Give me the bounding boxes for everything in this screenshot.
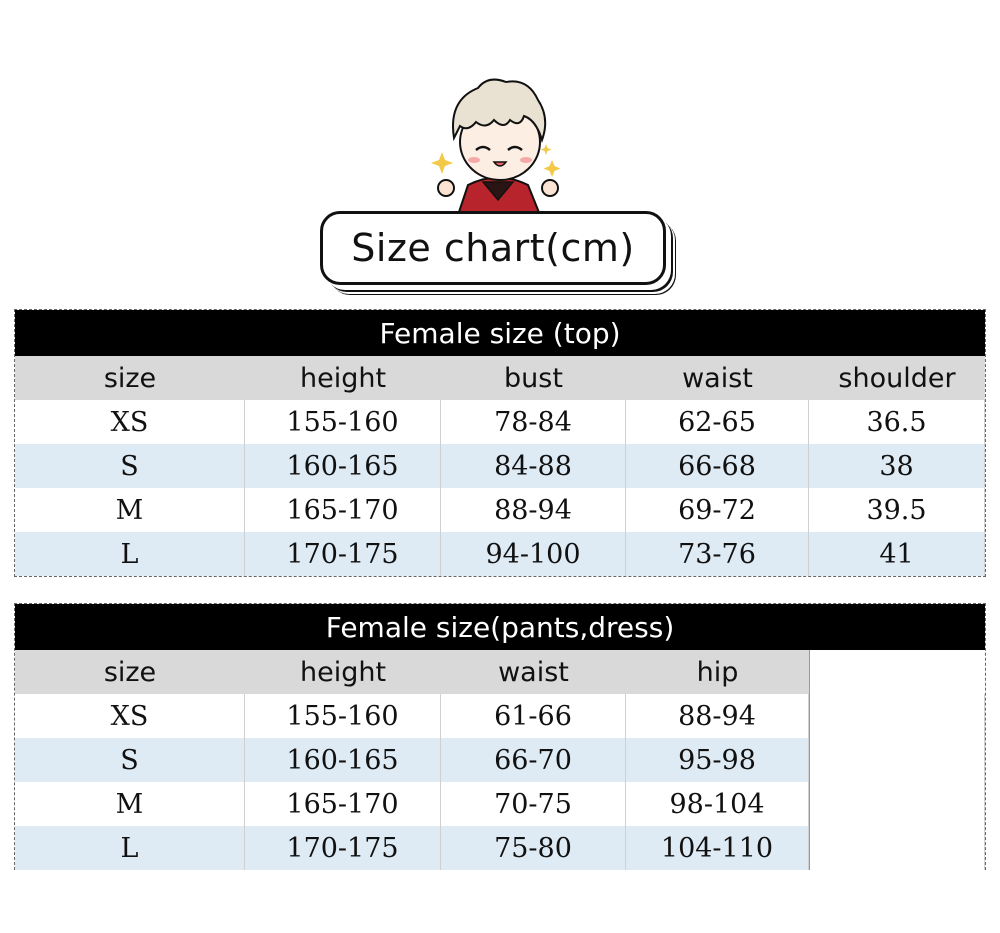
empty-cell	[809, 826, 985, 870]
table-cell: 84-88	[441, 444, 626, 488]
table-cell: L	[15, 532, 245, 576]
table-cell: 88-94	[441, 488, 626, 532]
top-table-body: XS 155-160 78-84 62-65 36.5 S 160-165 84…	[15, 400, 985, 576]
table-cell: 38	[809, 444, 985, 488]
table-cell: 160-165	[245, 738, 441, 782]
chibi-mascot-illustration	[431, 78, 561, 215]
table-header-row: size height bust waist shoulder	[15, 356, 985, 400]
table-cell: 78-84	[441, 400, 626, 444]
table-cell: 155-160	[245, 400, 441, 444]
column-header: height	[245, 650, 441, 694]
table-cell: 170-175	[245, 826, 441, 870]
empty-cell	[809, 782, 985, 826]
table-cell: L	[15, 826, 245, 870]
table-cell: M	[15, 782, 245, 826]
empty-cell	[809, 738, 985, 782]
table-cell: 160-165	[245, 444, 441, 488]
column-header: hip	[626, 650, 809, 694]
size-chart-title-text: Size chart(cm)	[351, 226, 635, 270]
table-cell: 61-66	[441, 694, 626, 738]
table-cell: 70-75	[441, 782, 626, 826]
table-cell: 165-170	[245, 782, 441, 826]
table-cell: 170-175	[245, 532, 441, 576]
size-chart-title: Size chart(cm)	[320, 211, 666, 285]
table-cell: M	[15, 488, 245, 532]
table-header-row: size height waist hip	[15, 650, 985, 694]
table-cell: 95-98	[626, 738, 809, 782]
table-row: M 165-170 88-94 69-72 39.5	[15, 488, 985, 532]
table-cell: 66-68	[626, 444, 809, 488]
table-cell: 155-160	[245, 694, 441, 738]
column-header: shoulder	[809, 356, 985, 400]
top-table-heading: Female size (top)	[15, 310, 985, 356]
table-cell: 104-110	[626, 826, 809, 870]
column-header: waist	[626, 356, 809, 400]
table-cell: 165-170	[245, 488, 441, 532]
table-cell: 41	[809, 532, 985, 576]
empty-cell	[809, 694, 985, 738]
table-cell: 75-80	[441, 826, 626, 870]
table-cell: 98-104	[626, 782, 809, 826]
column-header: bust	[441, 356, 626, 400]
table-cell: XS	[15, 694, 245, 738]
table-cell: 39.5	[809, 488, 985, 532]
table-cell: 66-70	[441, 738, 626, 782]
table-row: S 160-165 84-88 66-68 38	[15, 444, 985, 488]
bottom-table-body: XS 155-160 61-66 88-94 S 160-165 66-70 9…	[15, 694, 985, 870]
table-cell: S	[15, 738, 245, 782]
table-cell: 73-76	[626, 532, 809, 576]
column-header: height	[245, 356, 441, 400]
column-header: size	[15, 356, 245, 400]
table-row: XS 155-160 78-84 62-65 36.5	[15, 400, 985, 444]
empty-cell	[809, 650, 985, 694]
bottom-table-heading: Female size(pants,dress)	[15, 604, 985, 650]
table-row: L 170-175 75-80 104-110	[15, 826, 985, 870]
table-row: S 160-165 66-70 95-98	[15, 738, 985, 782]
bottom-size-table: Female size(pants,dress) size height wai…	[14, 603, 986, 870]
column-header: size	[15, 650, 245, 694]
table-row: M 165-170 70-75 98-104	[15, 782, 985, 826]
table-cell: 36.5	[809, 400, 985, 444]
column-header: waist	[441, 650, 626, 694]
table-cell: 62-65	[626, 400, 809, 444]
table-cell: XS	[15, 400, 245, 444]
table-cell: 94-100	[441, 532, 626, 576]
table-row: XS 155-160 61-66 88-94	[15, 694, 985, 738]
table-cell: 88-94	[626, 694, 809, 738]
table-cell: S	[15, 444, 245, 488]
table-row: L 170-175 94-100 73-76 41	[15, 532, 985, 576]
table-cell: 69-72	[626, 488, 809, 532]
top-size-table: Female size (top) size height bust waist…	[14, 309, 986, 577]
